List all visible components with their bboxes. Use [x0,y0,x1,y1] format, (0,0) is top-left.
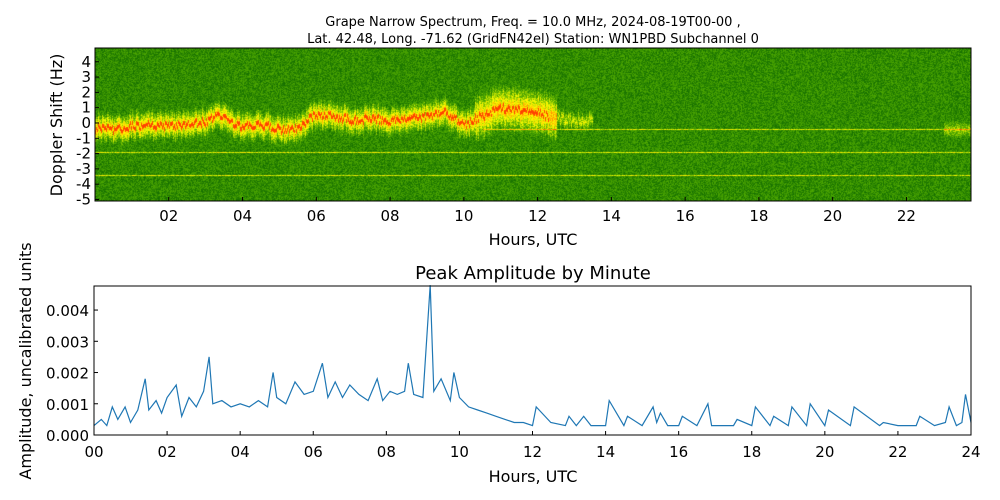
spectrogram-ylabel: Doppler Shift (Hz) [47,54,66,197]
amplitude-ytick-label: 0.001 [46,396,89,414]
amplitude-ticks: 00 02 04 06 08 10 12 14 16 18 20 22 24 0.000 0.001 0.00… [46,302,981,461]
spectrogram-ytick-label: -1 [76,129,91,147]
spectrogram-xtick-label: 18 [749,207,768,225]
spectrogram-xtick-label: 14 [602,207,621,225]
spectrogram-ytick-label: 3 [81,68,91,86]
spectrogram-xtick-label: 12 [528,207,547,225]
amplitude-ytick-label: 0.004 [46,302,89,320]
spectrogram-axes-frame [94,47,972,202]
amplitude-xtick-label: 14 [596,443,615,461]
spectrogram-ytick-label: -3 [76,160,91,178]
spectrogram-ytick-label: 0 [81,114,91,132]
amplitude-xtick-label: 02 [158,443,177,461]
spectrogram-xtick-label: 20 [823,207,842,225]
amplitude-xtick-label: 22 [888,443,907,461]
amplitude-xtick-label: 04 [231,443,250,461]
spectrogram-ytick-label: -4 [76,175,91,193]
spectrogram-ytick-label: 2 [81,83,91,101]
amplitude-xtick-label: 24 [961,443,980,461]
spectrogram-title-line2: Lat. 42.48, Long. -71.62 (GridFN42el) St… [307,32,759,47]
amplitude-ytick-label: 0.002 [46,365,89,383]
spectrogram-title-line1: Grape Narrow Spectrum, Freq. = 10.0 MHz,… [325,15,740,30]
amplitude-series-line [93,285,972,428]
amplitude-axes-frame [93,285,972,436]
amplitude-xtick-label: 08 [377,443,396,461]
spectrogram-ytick-label: 1 [81,99,91,117]
amplitude-xtick-label: 16 [669,443,688,461]
spectrogram-ytick-label: 4 [81,53,91,71]
amplitude-ylabel: Amplitude, uncalibrated units [16,242,35,479]
amplitude-xtick-label: 20 [815,443,834,461]
amplitude-xtick-label: 10 [450,443,469,461]
amplitude-ytick-label: 0.003 [46,333,89,351]
amplitude-xlabel: Hours, UTC [489,467,578,486]
spectrogram-xtick-label: 06 [307,207,326,225]
spectrogram-xtick-label: 22 [897,207,916,225]
amplitude-plot-area [93,285,972,428]
spectrogram-xtick-label: 08 [381,207,400,225]
spectrogram-ytick-label: -5 [76,190,91,208]
spectrogram-ytick-label: -2 [76,145,91,163]
spectrogram-xtick-label: 04 [233,207,252,225]
amplitude-xtick-label: 00 [84,443,103,461]
spectrogram-xlabel: Hours, UTC [489,230,578,249]
spectrogram-xtick-label: 10 [454,207,473,225]
amplitude-ytick-label: 0.000 [46,427,89,445]
spectrogram-xtick-label: 02 [159,207,178,225]
amplitude-xtick-label: 06 [304,443,323,461]
amplitude-title: Peak Amplitude by Minute [415,263,651,284]
amplitude-xtick-label: 12 [523,443,542,461]
spectrogram-heatmap [95,48,971,201]
spectrogram-xtick-label: 16 [676,207,695,225]
amplitude-xtick-label: 18 [742,443,761,461]
